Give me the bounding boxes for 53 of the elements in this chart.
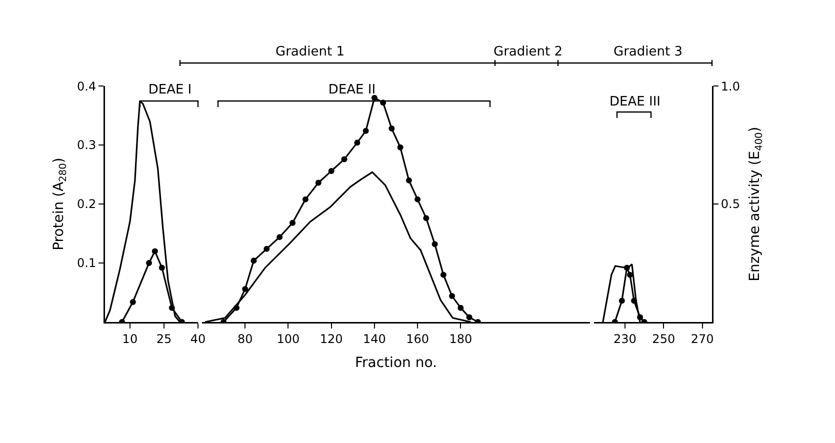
- point: [152, 248, 158, 254]
- x-axis-title: Fraction no.: [355, 354, 437, 371]
- annotation: DEAE III: [610, 94, 660, 110]
- point: [458, 304, 464, 311]
- x-tick-label: 160: [406, 332, 430, 346]
- x-tick-label: 10: [122, 332, 138, 346]
- point: [397, 144, 404, 150]
- point: [242, 286, 248, 292]
- point: [233, 304, 240, 311]
- text: Gradient 2: [494, 44, 562, 60]
- point: [414, 196, 421, 202]
- point: [146, 260, 152, 266]
- point: [328, 168, 334, 174]
- point: [302, 196, 308, 202]
- text: Gradient 3: [614, 44, 682, 60]
- y-tick-label: 0.1: [77, 256, 96, 270]
- x-tick-label: 250: [652, 332, 676, 346]
- point: [264, 246, 270, 252]
- point: [466, 314, 472, 320]
- x-tick-label: 80: [237, 332, 253, 346]
- point: [362, 128, 369, 134]
- y-tick-label: 0.4: [77, 79, 96, 94]
- text: Gradient 1: [276, 44, 344, 60]
- point: [432, 241, 438, 248]
- point: [388, 126, 395, 132]
- x-tick-label: 100: [276, 332, 300, 346]
- x-tick-label: 180: [449, 332, 472, 346]
- point: [315, 180, 322, 186]
- annotation: DEAE II: [328, 82, 376, 98]
- x-tick-label: 270: [690, 332, 714, 346]
- annotation: DEAE I: [148, 82, 192, 98]
- point: [371, 94, 378, 101]
- x-tick-label: 140: [362, 332, 386, 346]
- x-tick-label: 230: [613, 332, 636, 346]
- x-tick-label: 120: [320, 332, 343, 346]
- point: [423, 215, 430, 222]
- point: [406, 177, 412, 184]
- y-tick-label: 0.2: [77, 197, 96, 212]
- point: [354, 140, 360, 146]
- x-tick-label: 40: [190, 332, 206, 346]
- point: [168, 304, 175, 311]
- y-tick-label: 0.3: [77, 138, 96, 152]
- y2-tick-label: 1.0: [720, 79, 740, 94]
- point: [341, 156, 348, 162]
- point: [130, 298, 136, 305]
- point: [276, 234, 283, 240]
- y2-tick-label: 0.5: [720, 197, 740, 212]
- point: [158, 264, 165, 271]
- point: [449, 293, 456, 300]
- point: [250, 258, 257, 264]
- point: [290, 220, 296, 226]
- point: [440, 272, 446, 278]
- x-tick-label: 25: [156, 332, 172, 346]
